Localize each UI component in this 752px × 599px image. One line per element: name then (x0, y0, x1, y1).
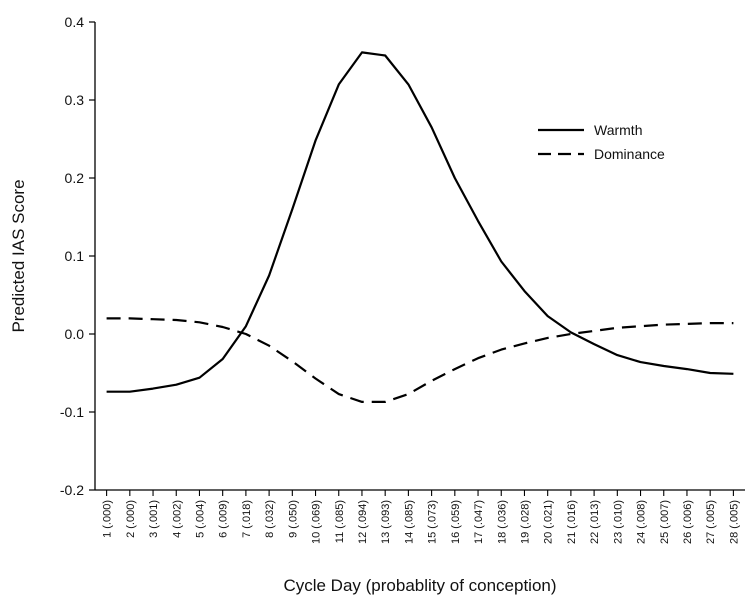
x-tick-label: 7 (.018) (241, 500, 253, 538)
x-tick-label: 13 (.093) (380, 500, 392, 544)
y-tick-label: 0.3 (65, 92, 85, 108)
x-ticks: 1 (.000) 2 (.000) 3 (.001) 4 (.002) 5 (.004)… (102, 490, 740, 544)
x-tick-label: 11 (.085) (334, 500, 346, 543)
y-tick-label: 0.2 (65, 170, 85, 186)
x-axis-title: Cycle Day (probablity of conception) (283, 576, 556, 595)
x-tick-label: 22 (.013) (589, 500, 601, 544)
x-tick-label: 9 (.050) (287, 500, 299, 538)
x-tick-label: 5 (.004) (194, 500, 206, 538)
x-tick-label: 25 (.007) (659, 500, 671, 544)
x-tick-label: 2 (.000) (125, 500, 137, 538)
x-tick-label: 23 (.010) (612, 500, 624, 544)
x-tick-label: 20 (.021) (543, 500, 555, 544)
series-line-warmth (106, 51, 734, 393)
x-tick-label: 18 (.036) (496, 500, 508, 544)
legend-label-dominance: Dominance (594, 146, 665, 162)
x-tick-label: 21 (.016) (566, 500, 578, 544)
x-tick-label: 8 (.032) (264, 500, 276, 538)
y-tick-label: -0.1 (60, 404, 84, 420)
x-tick-label: 26 (.006) (682, 500, 694, 544)
x-tick-label: 4 (.002) (171, 500, 183, 538)
series-line-dominance (106, 317, 734, 403)
x-tick-label: 19 (.028) (519, 500, 531, 544)
series-lines (106, 51, 734, 403)
x-tick-label: 28 (.005) (728, 500, 740, 544)
y-tick-label: 0.1 (65, 248, 85, 264)
x-tick-label: 12 (.094) (357, 500, 369, 544)
x-tick-label: 16 (.059) (450, 500, 462, 544)
x-tick-label: 24 (.008) (636, 500, 648, 544)
x-tick-label: 3 (.001) (148, 500, 160, 538)
x-tick-label: 1 (.000) (102, 500, 114, 538)
x-tick-label: 17 (.047) (473, 500, 485, 544)
x-tick-label: 10 (.069) (311, 500, 323, 544)
y-ticks: -0.2 -0.1 0.0 0.1 0.2 0.3 0.4 (60, 14, 95, 498)
legend: Warmth Dominance (538, 122, 665, 162)
x-tick-label: 15 (.073) (427, 500, 439, 544)
x-tick-label: 6 (.009) (218, 500, 230, 538)
y-tick-label: 0.0 (65, 326, 85, 342)
y-tick-label: 0.4 (65, 14, 85, 30)
y-tick-label: -0.2 (60, 482, 84, 498)
axes (94, 22, 745, 491)
x-tick-label: 27 (.005) (705, 500, 717, 544)
legend-label-warmth: Warmth (594, 122, 642, 138)
y-axis-title: Predicted IAS Score (9, 179, 28, 332)
x-tick-label: 14 (.085) (403, 500, 415, 544)
